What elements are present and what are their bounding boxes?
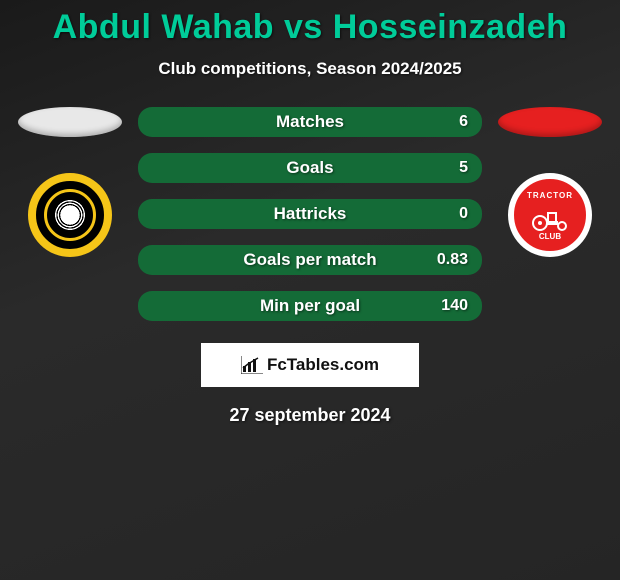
tractor-top-text: TRACTOR	[514, 191, 586, 200]
content-row: Matches 6 Goals 5 Hattricks 0 Goals per match 0…	[0, 107, 620, 321]
fctables-logo: FcTables.com	[201, 343, 419, 387]
stat-label: Matches	[276, 112, 344, 132]
fctables-text: FcTables.com	[267, 355, 379, 375]
stat-bar: Hattricks 0	[138, 199, 482, 229]
left-club-badge	[28, 173, 112, 257]
page-title: Abdul Wahab vs Hosseinzadeh	[0, 0, 620, 47]
subtitle: Club competitions, Season 2024/2025	[0, 59, 620, 79]
stat-label: Min per goal	[260, 296, 360, 316]
stat-label: Goals per match	[243, 250, 376, 270]
tractor-bottom-text: CLUB	[514, 232, 586, 241]
stat-right-value: 0	[459, 205, 468, 223]
stat-right-value: 5	[459, 159, 468, 177]
stat-bar: Goals per match 0.83	[138, 245, 482, 275]
stat-label: Hattricks	[274, 204, 347, 224]
stat-bar: Matches 6	[138, 107, 482, 137]
right-ellipse	[498, 107, 602, 137]
tractor-icon	[528, 207, 572, 231]
right-club-badge: TRACTOR CLUB	[508, 173, 592, 257]
stat-right-value: 140	[441, 297, 468, 315]
left-side	[10, 107, 130, 257]
stat-label: Goals	[286, 158, 333, 178]
infographic-root: Abdul Wahab vs Hosseinzadeh Club competi…	[0, 0, 620, 580]
date-text: 27 september 2024	[0, 405, 620, 426]
bar-chart-icon	[241, 356, 263, 374]
stat-bars: Matches 6 Goals 5 Hattricks 0 Goals per match 0…	[138, 107, 482, 321]
stat-bar: Goals 5	[138, 153, 482, 183]
stat-right-value: 6	[459, 113, 468, 131]
right-side: TRACTOR CLUB	[490, 107, 610, 257]
sepahan-crest-icon	[44, 189, 96, 241]
stat-bar: Min per goal 140	[138, 291, 482, 321]
stat-right-value: 0.83	[437, 251, 468, 269]
left-ellipse	[18, 107, 122, 137]
